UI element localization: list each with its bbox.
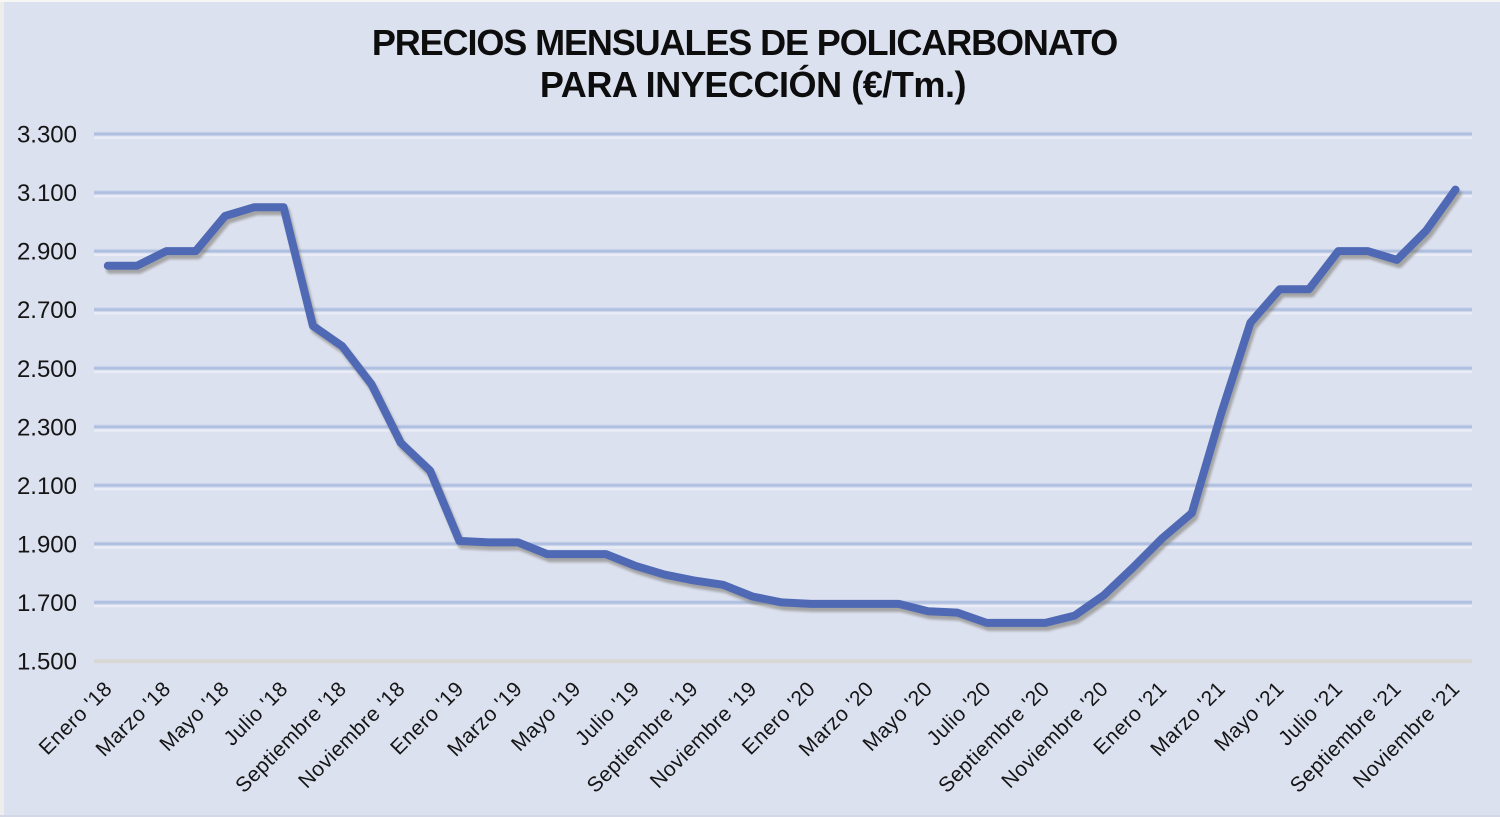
svg-text:2.100: 2.100 xyxy=(17,473,77,500)
svg-text:2.700: 2.700 xyxy=(17,297,77,324)
svg-text:3.100: 3.100 xyxy=(17,180,77,207)
svg-text:2.300: 2.300 xyxy=(17,414,77,441)
svg-text:1.500: 1.500 xyxy=(17,649,77,676)
svg-text:PRECIOS MENSUALES DE POLICARBO: PRECIOS MENSUALES DE POLICARBONATO xyxy=(372,22,1117,63)
svg-text:3.300: 3.300 xyxy=(17,122,77,149)
svg-text:2.500: 2.500 xyxy=(17,356,77,383)
svg-text:PARA INYECCIÓN (€/Tm.): PARA INYECCIÓN (€/Tm.) xyxy=(540,63,966,105)
svg-text:1.900: 1.900 xyxy=(17,531,77,558)
svg-text:2.900: 2.900 xyxy=(17,239,77,266)
svg-text:1.700: 1.700 xyxy=(17,590,77,617)
